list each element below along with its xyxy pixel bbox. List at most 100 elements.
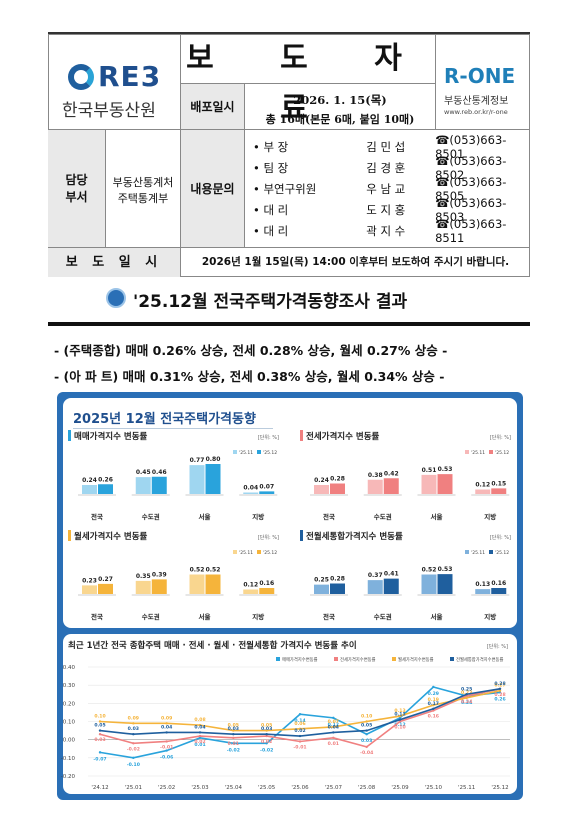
bar-value-label: 0.39 bbox=[152, 571, 167, 578]
chart-unit: [단위: %] bbox=[258, 434, 279, 441]
series-point bbox=[332, 736, 335, 740]
bar-value-label: 0.12 bbox=[243, 582, 258, 589]
series-point bbox=[298, 734, 302, 738]
bar-value-label: 0.07 bbox=[259, 483, 274, 490]
point-label: 0.12 bbox=[328, 722, 339, 728]
point-label: 0.05 bbox=[361, 723, 372, 729]
legend-label: '25.11 bbox=[239, 550, 253, 556]
bar bbox=[98, 484, 113, 494]
point-label: -0.02 bbox=[260, 747, 273, 753]
series-point bbox=[298, 740, 302, 743]
point-label: -0.04 bbox=[360, 750, 373, 756]
y-tick-label: 0.20 bbox=[63, 701, 76, 707]
bar bbox=[330, 483, 345, 494]
series-point bbox=[432, 703, 435, 707]
rone-logo-cell: R-ONE 부동산통계정보 www.reb.or.kr/r-one bbox=[436, 34, 530, 130]
bar bbox=[475, 589, 491, 594]
embargo-text: 2026년 1월 15일(목) 14:00 이후부터 보도하여 주시기 바랍니다… bbox=[201, 256, 510, 268]
series-point bbox=[198, 723, 202, 727]
series-point bbox=[232, 742, 235, 745]
bar bbox=[491, 588, 507, 594]
bar-value-label: 0.16 bbox=[491, 580, 506, 587]
embargo-label: 보 도 일 시 bbox=[48, 248, 181, 277]
series-point bbox=[198, 734, 202, 738]
bar-value-label: 0.51 bbox=[422, 467, 437, 474]
legend-swatch bbox=[257, 450, 261, 454]
legend-label: '25.12 bbox=[495, 450, 509, 456]
series-point bbox=[298, 713, 302, 716]
series-point bbox=[132, 742, 135, 745]
bar bbox=[259, 491, 275, 494]
bar-baseline bbox=[239, 494, 278, 496]
point-label: 0.09 bbox=[128, 715, 139, 721]
bar-value-label: 0.26 bbox=[98, 476, 113, 483]
bar-value-label: 0.45 bbox=[136, 469, 151, 476]
series-point bbox=[132, 722, 135, 725]
legend-swatch bbox=[465, 450, 469, 454]
line-legend-label: 매매가격지수변동률 bbox=[282, 656, 318, 663]
header-top-rule bbox=[48, 32, 530, 35]
point-label: 0.03 bbox=[261, 726, 272, 732]
category-label: 수도권 bbox=[374, 612, 392, 621]
series-point bbox=[398, 714, 402, 718]
x-tick-label: '25.01 bbox=[125, 785, 142, 791]
point-label: 0.08 bbox=[194, 717, 205, 723]
chart-title: 매매가격지수 변동률 bbox=[74, 431, 148, 442]
point-label: 0.02 bbox=[294, 728, 305, 734]
series-point bbox=[132, 733, 135, 736]
line-legend-swatch bbox=[450, 657, 454, 661]
legend-label: '25.11 bbox=[471, 550, 485, 556]
category-label: 수도권 bbox=[142, 512, 160, 521]
headline: '25.12월 전국주택가격동향조사 결과 bbox=[133, 292, 408, 312]
series-point bbox=[498, 691, 502, 694]
point-label: 0.03 bbox=[228, 726, 239, 732]
point-label: 0.19 bbox=[428, 697, 439, 703]
series-point bbox=[198, 731, 202, 734]
line-legend-swatch bbox=[392, 657, 396, 661]
legend-label: '25.11 bbox=[471, 450, 485, 456]
point-label: 0.03 bbox=[361, 738, 372, 744]
bar-baseline bbox=[310, 494, 348, 496]
bar-value-label: 0.24 bbox=[82, 477, 97, 484]
point-label: 0.10 bbox=[361, 714, 372, 720]
chart-title: 전월세통합가격지수 변동률 bbox=[306, 531, 403, 542]
series-point bbox=[232, 729, 235, 732]
bar-value-label: 0.25 bbox=[314, 577, 329, 584]
infographic-panel: 2025년 12월 전국주택가격동향 bbox=[57, 392, 523, 800]
bar bbox=[189, 465, 205, 494]
bar-baseline bbox=[131, 494, 170, 496]
bar bbox=[151, 579, 167, 594]
bar bbox=[491, 488, 507, 494]
bar-value-label: 0.28 bbox=[330, 576, 345, 583]
x-tick-label: '24.12 bbox=[91, 785, 108, 791]
bar bbox=[205, 464, 221, 494]
y-tick-label: -0.10 bbox=[61, 756, 76, 762]
legend-label: '25.12 bbox=[495, 550, 509, 556]
infographic-title: 2025년 12월 전국주택가격동향 bbox=[73, 412, 256, 427]
category-label: 수도권 bbox=[142, 612, 160, 621]
category-label: 전국 bbox=[323, 512, 335, 521]
series-point bbox=[98, 733, 102, 736]
point-label: 0.14 bbox=[294, 718, 305, 724]
point-label: 0.24 bbox=[461, 700, 472, 706]
line-legend-swatch bbox=[334, 657, 338, 661]
series-point bbox=[498, 689, 502, 692]
y-tick-label: 0.10 bbox=[63, 720, 76, 726]
bar-value-label: 0.13 bbox=[475, 581, 490, 588]
line-legend-swatch bbox=[276, 657, 280, 661]
bar-value-label: 0.42 bbox=[384, 470, 399, 477]
line-legend-label: 전세가격지수변동률 bbox=[340, 656, 376, 663]
series-point bbox=[365, 729, 368, 732]
point-label: 0.01 bbox=[228, 741, 239, 747]
series-point bbox=[365, 733, 368, 736]
bar-value-label: 0.37 bbox=[368, 572, 383, 579]
bar bbox=[82, 485, 97, 494]
series-point bbox=[165, 740, 168, 743]
bar-baseline bbox=[471, 594, 510, 596]
bar-baseline bbox=[310, 594, 348, 596]
point-label: -0.01 bbox=[293, 744, 306, 750]
contact-label: 내용문의 bbox=[181, 130, 245, 248]
bar-value-label: 0.77 bbox=[190, 457, 205, 464]
